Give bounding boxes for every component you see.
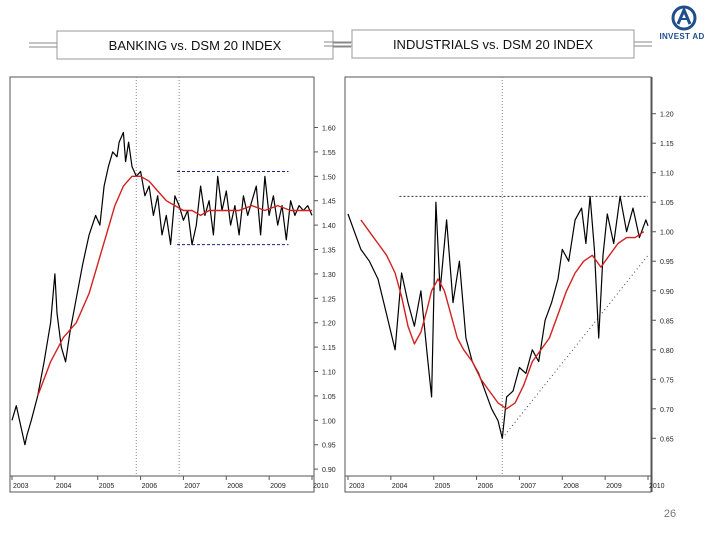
x-tick-label: 2004 [56, 483, 72, 490]
y-tick-label: 1.30 [322, 272, 336, 279]
price-line [347, 195, 649, 439]
y-tick-label: 0.80 [660, 348, 674, 355]
chart-banking: BANKING vs. DSM 20 INDEX 1.60 1.55 1.50 1.45… [9, 30, 351, 493]
x-tick-label: 2008 [227, 483, 243, 490]
chart-title: INDUSTRIALS vs. DSM 20 INDEX [393, 37, 593, 52]
moving-average-line [37, 175, 312, 397]
x-tick-label: 2010 [313, 483, 329, 490]
y-tick-label: 1.05 [322, 394, 336, 401]
x-tick-label: 2004 [392, 483, 408, 490]
y-tick-label: 0.95 [322, 443, 336, 450]
page-number: 26 [663, 508, 677, 520]
logo-name: INVEST AD [659, 32, 705, 41]
x-tick-label: 2007 [184, 483, 200, 490]
title-box [351, 29, 635, 59]
x-tick-label: 2010 [649, 483, 665, 490]
y-tick-label: 1.15 [660, 141, 674, 148]
chart-title: BANKING vs. DSM 20 INDEX [109, 38, 282, 53]
x-tick-label: 2006 [142, 483, 158, 490]
y-tick-label: 0.65 [660, 436, 674, 443]
y-tick-label: 0.70 [660, 407, 674, 414]
x-tick-label: 2008 [563, 483, 579, 490]
y-tick-label: 1.10 [660, 171, 674, 178]
y-tick-label: 1.00 [322, 418, 336, 425]
y-tick-label: 0.90 [660, 289, 674, 296]
y-tick-label: 1.50 [322, 174, 336, 181]
y-tick-label: 0.85 [660, 318, 674, 325]
x-tick-label: 2006 [478, 483, 494, 490]
y-tick-label: 1.40 [322, 223, 336, 230]
y-tick-label: 1.55 [322, 150, 336, 157]
y-tick-label: 1.45 [322, 199, 336, 206]
x-tick-label: 2005 [99, 483, 115, 490]
y-tick-label: 1.05 [660, 200, 674, 207]
title-box [56, 30, 334, 60]
x-tick-label: 2003 [13, 483, 29, 490]
y-tick-label: 1.00 [660, 230, 674, 237]
y-tick-label: 1.20 [660, 112, 674, 119]
logo-mark-icon [671, 5, 697, 31]
y-tick-label: 0.95 [660, 259, 674, 266]
y-tick-label: 0.75 [660, 377, 674, 384]
y-tick-label: 1.15 [322, 345, 336, 352]
y-tick-label: 1.25 [322, 296, 336, 303]
invest-ad-logo: INVEST AD [652, 4, 712, 60]
y-tick-label: 0.90 [322, 467, 336, 474]
moving-average-line [360, 219, 645, 410]
chart-frame [344, 76, 652, 493]
y-tick-label: 1.60 [322, 126, 336, 133]
x-tick-label: 2003 [349, 483, 365, 490]
x-tick-label: 2007 [520, 483, 536, 490]
x-tick-label: 2009 [270, 483, 286, 490]
price-line [11, 131, 313, 446]
support-trend-line [501, 255, 649, 439]
x-tick-label: 2005 [435, 483, 451, 490]
y-tick-label: 1.20 [322, 321, 336, 328]
x-tick-label: 2009 [606, 483, 622, 490]
y-tick-label: 1.10 [322, 370, 336, 377]
chart-industrials: INDUSTRIALS vs. DSM 20 INDEX 1.20 1.15 1.10… [324, 29, 674, 493]
y-tick-label: 1.35 [322, 248, 336, 255]
